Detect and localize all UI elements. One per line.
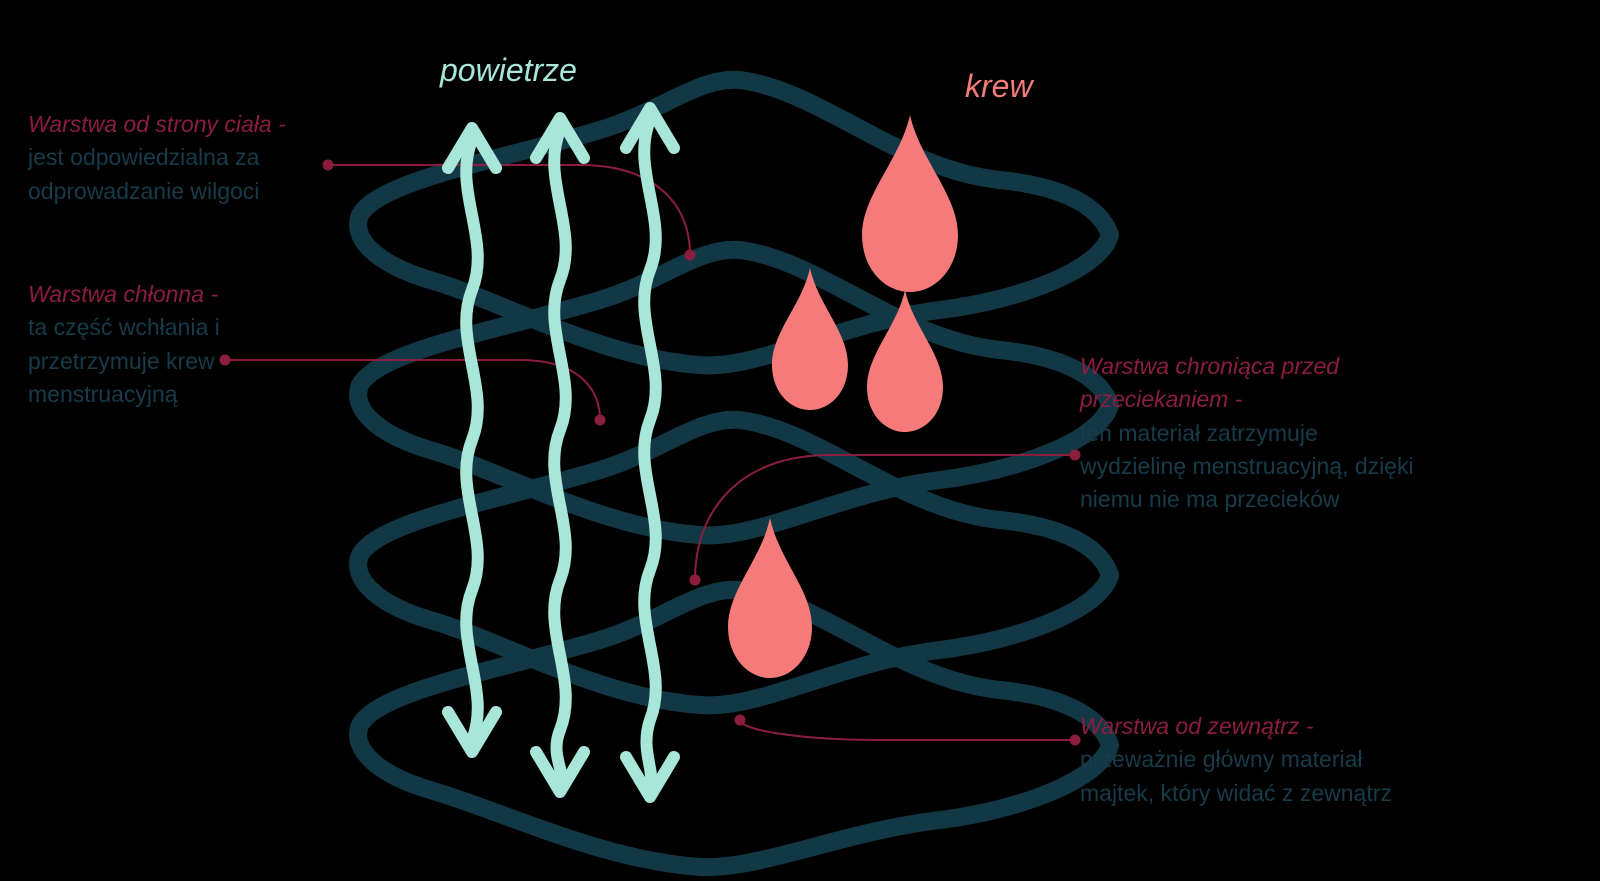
callout-left-1: Warstwa od strony ciała - jest odpowiedz… xyxy=(28,108,338,208)
callout-desc: ten materiał zatrzymuje wydzielinę menst… xyxy=(1080,417,1420,517)
blood-drops xyxy=(728,115,958,678)
callout-title: Warstwa chłonna xyxy=(28,281,204,307)
callout-desc: ta część wchłania i przetrzymuje krew me… xyxy=(28,311,328,411)
callout-left-2: Warstwa chłonna - ta część wchłania i pr… xyxy=(28,278,328,411)
callout-desc: przeważnie główny materiał majtek, który… xyxy=(1080,743,1400,810)
callout-title: Warstwa od strony ciała xyxy=(28,111,272,137)
callout-desc: jest odpowiedzialna za odprowadzanie wil… xyxy=(28,141,338,208)
air-arrow-1 xyxy=(466,140,478,740)
air-arrow-2 xyxy=(554,130,566,780)
callout-right-1: Warstwa chroniąca przed przeciekaniem - … xyxy=(1080,350,1420,517)
callout-title: Warstwa od zewnątrz xyxy=(1080,713,1299,739)
blood-drop-4 xyxy=(728,518,812,678)
diagram-canvas: powietrze krew Warstwa od strony ciała -… xyxy=(0,0,1600,881)
leader-right2 xyxy=(740,720,1075,740)
label-blood: krew xyxy=(965,68,1033,105)
label-air: powietrze xyxy=(440,52,577,89)
leader-left1 xyxy=(328,165,690,255)
callout-right-2: Warstwa od zewnątrz - przeważnie główny … xyxy=(1080,710,1400,810)
callout-title: Warstwa chroniąca przed przeciekaniem xyxy=(1080,353,1339,412)
